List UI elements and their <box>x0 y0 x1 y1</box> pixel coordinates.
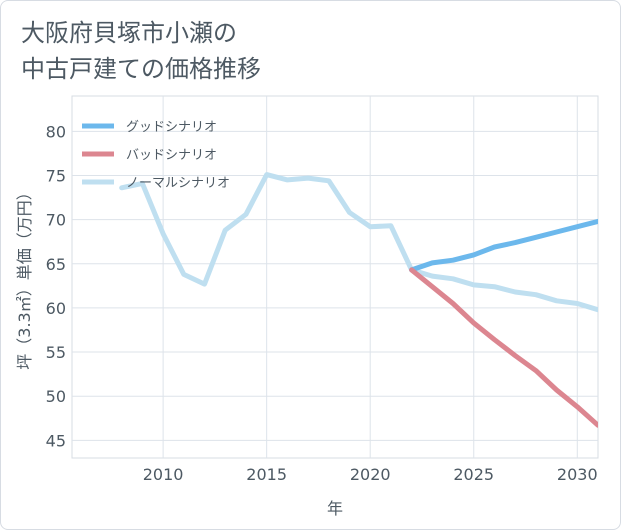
legend-label-3: ノーマルシナリオ <box>126 176 230 191</box>
y-tick-label: 75 <box>46 166 66 185</box>
series-line-1 <box>409 218 598 273</box>
x-axis-title: 年 <box>327 499 343 518</box>
y-tick-label: 55 <box>46 343 66 362</box>
x-tick-label: 2030 <box>557 465 598 484</box>
chart-title-line-2: 中古戸建ての価格推移 <box>21 55 261 83</box>
x-tick-label: 2015 <box>246 465 287 484</box>
y-axis-title: 坪（3.3㎡）単価（万円） <box>15 184 34 369</box>
y-tick-label: 80 <box>46 122 66 141</box>
x-tick-label: 2010 <box>143 465 184 484</box>
legend-label-1: グッドシナリオ <box>126 120 217 135</box>
series-line-2 <box>409 267 598 428</box>
x-tick-label: 2025 <box>453 465 494 484</box>
y-tick-label: 65 <box>46 255 66 274</box>
y-tick-label: 70 <box>46 211 66 230</box>
chart-title-line-1: 大阪府貝塚市小瀬の <box>21 19 237 47</box>
y-tick-label: 45 <box>46 431 66 450</box>
legend-label-2: バッドシナリオ <box>126 148 217 163</box>
y-tick-label: 60 <box>46 299 66 318</box>
series-line-3 <box>119 172 598 313</box>
x-tick-label: 2020 <box>350 465 391 484</box>
plot-area <box>71 95 599 459</box>
y-tick-label: 50 <box>46 387 66 406</box>
chart-title: 大阪府貝塚市小瀬の 中古戸建ての価格推移 <box>21 15 261 87</box>
